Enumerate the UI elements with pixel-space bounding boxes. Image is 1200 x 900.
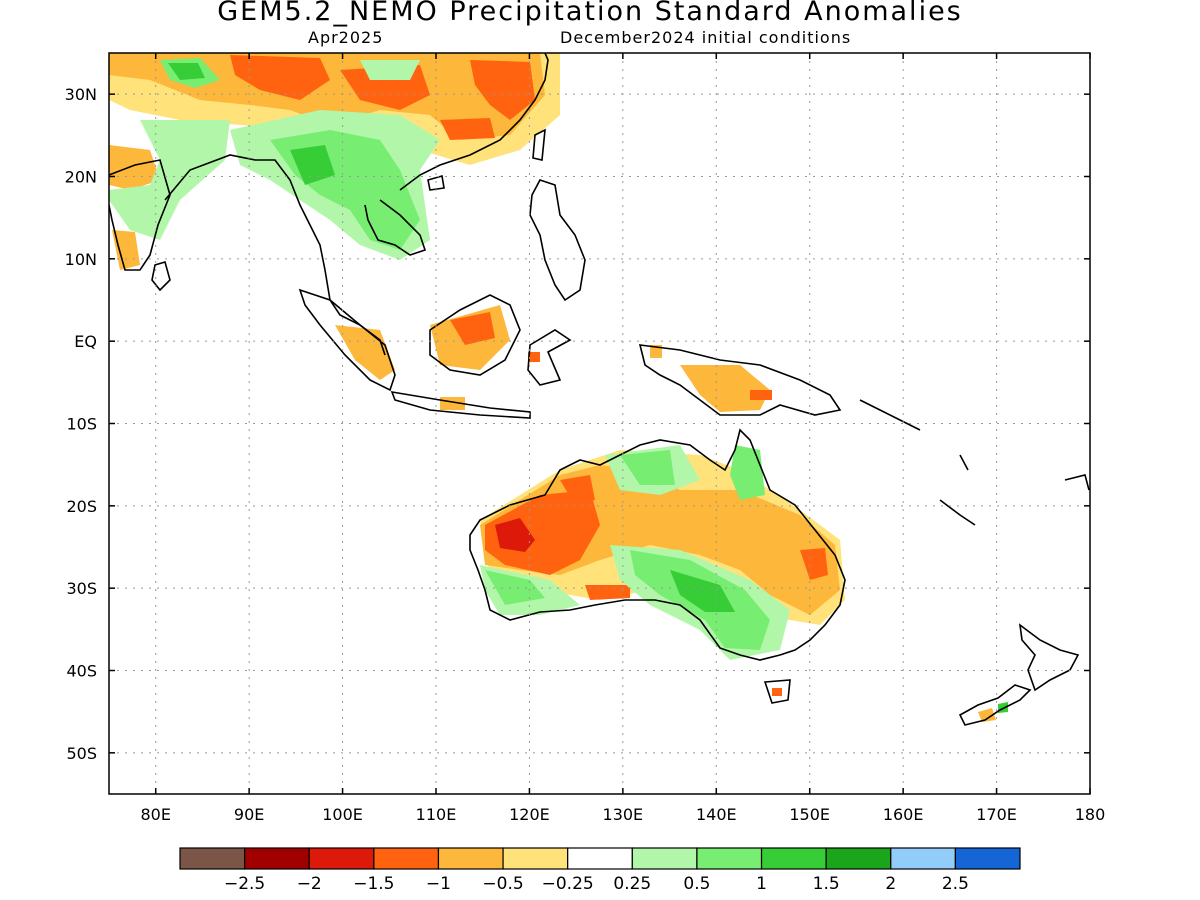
- region-australia-southeast-wet-strong: [670, 570, 735, 612]
- coast-tasmania: [763, 679, 791, 704]
- grid-lines: [109, 53, 1090, 794]
- region-australia-southwest-wet-strong: [485, 570, 545, 605]
- colorbar-swatch: [631, 847, 698, 870]
- lat-tick-label: 30S: [66, 579, 97, 598]
- lat-tick-label: 20S: [66, 497, 97, 516]
- lon-tick-label: 150E: [789, 805, 830, 824]
- region-china-dry-strong: [230, 55, 330, 100]
- colorbar-label: 1: [756, 874, 767, 894]
- colorbar-label: −2: [297, 874, 322, 894]
- region-australia-west-dry: [485, 490, 600, 575]
- coast-java: [390, 390, 531, 419]
- region-tasmania-dry: [772, 688, 782, 696]
- lon-tick-label: 140E: [696, 805, 737, 824]
- coastlines: [109, 53, 1090, 726]
- region-tibet-wet-strong: [168, 63, 205, 80]
- colorbar-label: 2.5: [942, 874, 969, 894]
- region-new-zealand-dry: [978, 708, 996, 722]
- region-india-wet: [109, 120, 230, 240]
- colorbar-labels: −2.5 −2 −1.5 −1 −0.5 −0.25 0.25 0.5 1 1.5 2 2.5: [224, 874, 969, 894]
- colorbar-swatch: [567, 847, 633, 870]
- colorbar-swatch: [954, 847, 1021, 870]
- lat-tick-label: 10S: [66, 415, 97, 434]
- lat-tick-label: EQ: [74, 332, 97, 351]
- colorbar-label: 0.5: [683, 874, 710, 894]
- colorbar-label: −0.5: [482, 874, 523, 894]
- colorbar: [179, 847, 1021, 870]
- lon-tick-label: 130E: [603, 805, 644, 824]
- colorbar-label: −2.5: [224, 874, 265, 894]
- region-australia-north-wet: [620, 450, 675, 485]
- region-india-dry: [109, 145, 160, 190]
- coast-taiwan: [532, 128, 546, 161]
- coast-borneo: [429, 294, 521, 376]
- region-borneo-dry-strong: [450, 312, 495, 345]
- coast-asia-mainland: [109, 53, 549, 356]
- lat-tick-label: 10N: [65, 250, 97, 269]
- colorbar-swatch: [244, 847, 310, 870]
- coast-new-zealand-south: [958, 684, 1032, 726]
- colorbar-swatch: [696, 847, 763, 870]
- region-indochina-wet-strong: [290, 145, 335, 185]
- colorbar-label: −1: [426, 874, 451, 894]
- forecast-month: Apr2025: [308, 28, 384, 47]
- coast-new-zealand-north: [1018, 623, 1080, 692]
- region-new-guinea-dry: [680, 365, 770, 412]
- colorbar-swatch: [760, 847, 827, 870]
- lat-tick-label: 30N: [65, 85, 97, 104]
- coast-sri-lanka: [151, 260, 171, 292]
- colorbar-label: 0.25: [613, 874, 651, 894]
- region-sulawesi-dry: [528, 352, 540, 362]
- lat-tick-label: 40S: [66, 662, 97, 681]
- axis-labels: 30N 20N 10N EQ 10S 20S 30S 40S 50S 80E 90E 100E 110E…: [65, 85, 1106, 824]
- lat-tick-label: 20N: [65, 168, 97, 187]
- coast-hainan: [427, 174, 445, 191]
- region-new-guinea-dry-strong: [750, 390, 772, 400]
- coast-new-guinea: [638, 344, 842, 416]
- axis-ticks: [109, 53, 1091, 794]
- colorbar-label: 2: [885, 874, 896, 894]
- initial-conditions-label: December2024 initial conditions: [560, 28, 852, 47]
- region-china-dry-strong: [440, 118, 495, 140]
- lon-tick-label: 120E: [509, 805, 550, 824]
- lon-tick-label: 160E: [883, 805, 924, 824]
- colorbar-swatch: [825, 847, 892, 870]
- region-cape-york-wet: [730, 445, 765, 500]
- colorbar-swatch: [179, 847, 246, 870]
- region-australia-south-dry: [585, 585, 630, 600]
- map-title: GEM5.2_NEMO Precipitation Standard Anoma…: [217, 0, 963, 27]
- region-new-guinea-dry: [650, 345, 662, 358]
- region-australia-west-dry-strong: [495, 518, 535, 552]
- region-china-dry-strong: [470, 60, 535, 120]
- lat-tick-label: 50S: [66, 744, 97, 763]
- region-india-south-dry: [112, 230, 140, 270]
- coast-sumatra: [298, 288, 396, 392]
- colorbar-swatch: [437, 847, 504, 870]
- coast-pacific-islands: [859, 399, 1090, 526]
- lon-tick-label: 180: [1075, 805, 1106, 824]
- region-australia-east-dry: [800, 548, 828, 580]
- region-sumatra-dry: [335, 325, 395, 380]
- lon-tick-label: 80E: [140, 805, 170, 824]
- colorbar-label: −1.5: [353, 874, 394, 894]
- colorbar-label: −0.25: [542, 874, 594, 894]
- colorbar-swatch: [373, 847, 440, 870]
- colorbar-swatch: [502, 847, 569, 870]
- lon-tick-label: 100E: [322, 805, 363, 824]
- anomaly-shading: [109, 53, 1008, 722]
- region-australia-northwest-dry: [560, 475, 595, 505]
- coast-philippines: [529, 179, 586, 302]
- colorbar-swatch: [890, 847, 956, 870]
- lon-tick-label: 170E: [976, 805, 1017, 824]
- region-north-wet: [360, 60, 420, 80]
- coast-sulawesi: [527, 329, 572, 386]
- lon-tick-label: 110E: [416, 805, 457, 824]
- colorbar-label: 1.5: [813, 874, 840, 894]
- coast-australia: [469, 428, 846, 661]
- lon-tick-label: 90E: [234, 805, 264, 824]
- colorbar-swatch: [308, 847, 375, 870]
